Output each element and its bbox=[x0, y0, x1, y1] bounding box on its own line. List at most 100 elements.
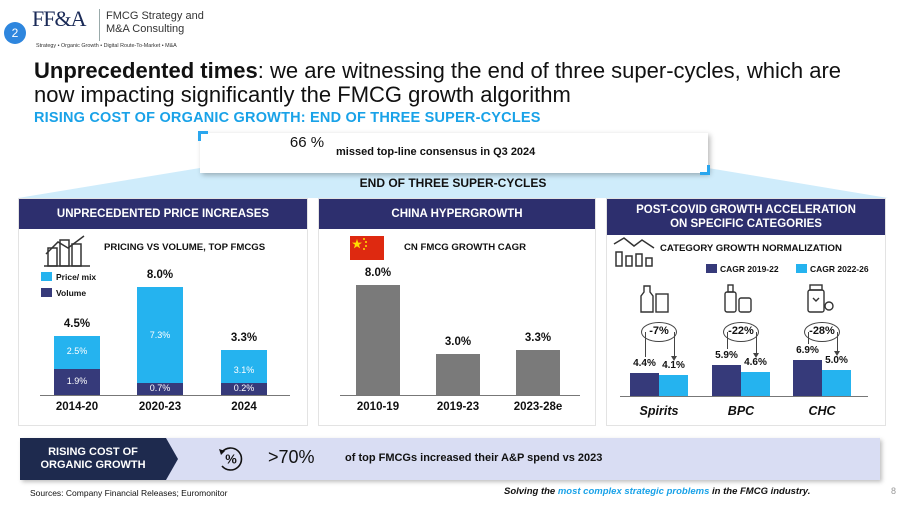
change-arrow-head bbox=[670, 355, 677, 361]
label-price-mix: 7.3% bbox=[149, 330, 171, 341]
percent-cycle-icon: % bbox=[219, 447, 243, 471]
spirits-bottle-icon bbox=[640, 285, 669, 313]
change-bubble: -22% bbox=[723, 322, 759, 342]
label-cagr-2022: 4.1% bbox=[662, 359, 685, 371]
panel1-subtitle: PRICING VS VOLUME, TOP FMCGS bbox=[104, 242, 266, 253]
tagline-highlight: most complex strategic problems bbox=[557, 486, 710, 497]
change-line bbox=[673, 332, 675, 356]
label-volume: 1.9% bbox=[66, 376, 88, 387]
tagline-post: in the FMCG industry. bbox=[709, 486, 811, 497]
panel2-subtitle: CN FMCG GROWTH CAGR bbox=[404, 242, 527, 253]
sources: Sources: Company Financial Releases; Eur… bbox=[30, 488, 228, 498]
change-line bbox=[807, 332, 809, 345]
panel3-header: POST-COVID GROWTH ACCELERATION ON SPECIF… bbox=[607, 199, 885, 235]
bar-cagr-2019 bbox=[712, 365, 741, 396]
company-name: FMCG Strategy and M&A Consulting bbox=[106, 10, 204, 36]
footer-tagline: Solving the most complex strategic probl… bbox=[504, 486, 810, 497]
rising-cost-arrow bbox=[166, 438, 178, 480]
x-label: BPC bbox=[727, 404, 755, 418]
label-volume: 0.2% bbox=[221, 383, 267, 393]
change-line bbox=[644, 332, 646, 358]
legend-swatch-cagr-2022 bbox=[796, 264, 807, 273]
svg-text:%: % bbox=[225, 452, 237, 467]
label-cagr-2019: 5.9% bbox=[715, 350, 738, 362]
x-label: Spirits bbox=[639, 404, 679, 418]
tagline-pre: Solving the bbox=[504, 486, 558, 497]
bar-cn-growth bbox=[516, 349, 560, 395]
panel2-header: CHINA HYPERGROWTH bbox=[319, 199, 595, 229]
x-label: 2010-19 bbox=[356, 401, 400, 413]
bar-cn-growth bbox=[356, 285, 400, 395]
label-value: 3.3% bbox=[524, 331, 552, 344]
label-total: 8.0% bbox=[146, 269, 174, 281]
cosmetics-bottle-icon bbox=[724, 284, 752, 313]
bar-volume bbox=[54, 369, 100, 395]
change-bubble: -7% bbox=[641, 322, 677, 342]
company-line2: M&A Consulting bbox=[106, 23, 185, 35]
bar-cagr-2022 bbox=[659, 374, 688, 396]
bar-cagr-2022 bbox=[822, 370, 851, 396]
label-price-mix: 3.1% bbox=[233, 365, 255, 376]
label-cagr-2022: 5.0% bbox=[825, 355, 848, 366]
page-number: 8 bbox=[891, 486, 897, 496]
bar-cagr-2019 bbox=[630, 373, 659, 396]
x-label: 2024 bbox=[231, 401, 257, 413]
header-divider bbox=[99, 9, 100, 41]
medicine-bottle-icon bbox=[807, 284, 834, 313]
legend-price: Price/ mix bbox=[56, 272, 97, 282]
x-label: 2014-20 bbox=[55, 401, 99, 413]
ap-spend-text: of top FMCGs increased their A&P spend v… bbox=[345, 452, 603, 464]
panel3-subtitle: CATEGORY GROWTH NORMALIZATION bbox=[660, 243, 842, 254]
x-axis bbox=[340, 395, 580, 396]
change-bubble: -28% bbox=[804, 322, 840, 342]
legend-volume: Volume bbox=[56, 288, 87, 298]
company-line1: FMCG Strategy and bbox=[106, 10, 204, 22]
legend-cagr-2019: CAGR 2019-22 bbox=[720, 264, 779, 274]
page-subtitle: RISING COST OF ORGANIC GROWTH: END OF TH… bbox=[34, 110, 541, 126]
page-badge: 2 bbox=[4, 22, 26, 44]
bar-cn-growth bbox=[436, 353, 480, 395]
label-total: 4.5% bbox=[63, 317, 91, 330]
label-value: 3.0% bbox=[444, 335, 472, 348]
logo: FF&A bbox=[32, 6, 86, 31]
label-cagr-2019: 4.4% bbox=[633, 358, 656, 370]
consensus-callout bbox=[200, 133, 708, 173]
x-label: CHC bbox=[808, 404, 836, 418]
x-axis bbox=[620, 396, 868, 397]
rising-cost-line1: RISING COST OF bbox=[48, 446, 138, 458]
rising-cost-label: RISING COST OF ORGANIC GROWTH bbox=[20, 438, 166, 480]
callout-corner-br bbox=[700, 165, 710, 175]
callout-percent: 66 % bbox=[289, 134, 325, 151]
legend-swatch-volume bbox=[41, 288, 52, 297]
ap-spend-percent: >70% bbox=[268, 447, 315, 467]
bar-cagr-2022 bbox=[741, 372, 770, 396]
page-title: Unprecedented times: we are witnessing t… bbox=[34, 59, 874, 107]
x-label: 2023-28e bbox=[513, 401, 563, 413]
bar-price-mix bbox=[137, 287, 183, 386]
building-chart-icon bbox=[44, 235, 90, 267]
change-line bbox=[836, 332, 838, 351]
label-price-mix: 2.5% bbox=[66, 346, 88, 357]
legend-cagr-2022: CAGR 2022-26 bbox=[810, 264, 869, 274]
china-flag-icon bbox=[350, 236, 384, 260]
x-label: 2020-23 bbox=[138, 401, 182, 413]
label-volume: 0.7% bbox=[137, 383, 183, 393]
band-title: END OF THREE SUPER-CYCLES bbox=[359, 176, 547, 190]
bar-volume bbox=[221, 392, 267, 395]
label-value: 8.0% bbox=[364, 267, 392, 279]
bar-price-mix bbox=[54, 335, 100, 370]
title-rest: : we are witnessing the end of three sup… bbox=[34, 58, 842, 107]
x-label: 2019-23 bbox=[436, 401, 480, 413]
change-line bbox=[755, 332, 757, 354]
legend-swatch-price bbox=[41, 272, 52, 281]
panel1-header: UNPRECEDENTED PRICE INCREASES bbox=[19, 199, 307, 229]
callout-corner-tl bbox=[198, 131, 208, 141]
callout-text: missed top-line consensus in Q3 2024 bbox=[336, 146, 536, 158]
label-total: 3.3% bbox=[230, 332, 258, 345]
growth-chart-icon bbox=[613, 237, 655, 267]
panel3-header-line2: ON SPECIFIC CATEGORIES bbox=[670, 218, 822, 230]
legend-swatch-cagr-2019 bbox=[706, 264, 717, 273]
change-arrow-head bbox=[752, 353, 759, 359]
